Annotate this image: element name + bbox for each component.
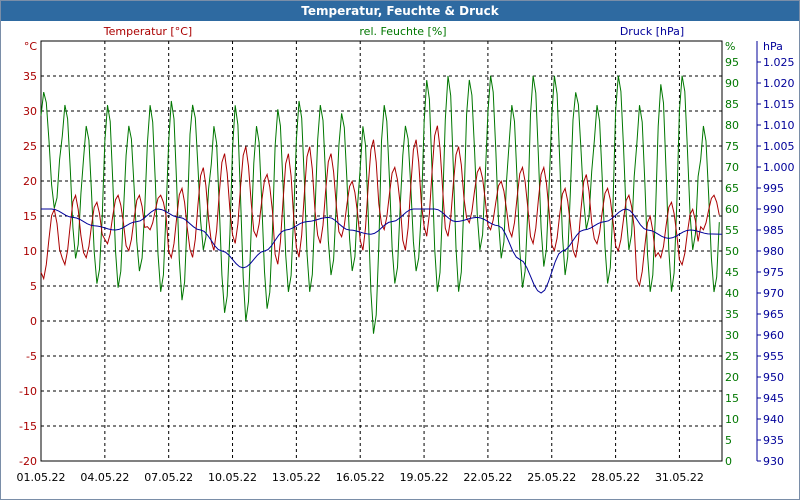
temperature-tick-label: 0 bbox=[30, 315, 37, 328]
temperature-unit: °C bbox=[24, 40, 38, 53]
temperature-tick-label: -5 bbox=[26, 350, 37, 363]
humidity-tick-label: 0 bbox=[725, 455, 732, 468]
pressure-tick-label: 1.010 bbox=[763, 119, 795, 132]
pressure-tick-label: 1.025 bbox=[763, 56, 795, 69]
humidity-tick-label: 60 bbox=[725, 203, 739, 216]
pressure-tick-label: 1.020 bbox=[763, 77, 795, 90]
humidity-tick-label: 45 bbox=[725, 266, 739, 279]
grid-layer bbox=[40, 40, 723, 462]
series-layer bbox=[40, 75, 723, 334]
pressure-tick-label: 930 bbox=[763, 455, 784, 468]
pressure-tick-label: 995 bbox=[763, 182, 784, 195]
pressure-tick-label: 975 bbox=[763, 266, 784, 279]
x-tick-label: 31.05.22 bbox=[655, 471, 704, 484]
humidity-tick-label: 55 bbox=[725, 224, 739, 237]
temperature-line bbox=[40, 125, 720, 288]
humidity-line bbox=[40, 75, 720, 334]
humidity-tick-label: 5 bbox=[725, 434, 732, 447]
temperature-tick-label: 30 bbox=[23, 105, 37, 118]
pressure-tick-label: 1.005 bbox=[763, 140, 795, 153]
label-layer: Temperatur [°C] rel. Feuchte [%] Druck [hP… bbox=[103, 25, 684, 38]
x-tick-label: 28.05.22 bbox=[591, 471, 640, 484]
x-tick-label: 16.05.22 bbox=[336, 471, 385, 484]
pressure-tick-label: 935 bbox=[763, 434, 784, 447]
pressure-tick-label: 960 bbox=[763, 329, 784, 342]
pressure-tick-label: 950 bbox=[763, 371, 784, 384]
humidity-tick-label: 95 bbox=[725, 56, 739, 69]
x-tick-label: 22.05.22 bbox=[463, 471, 512, 484]
humidity-tick-label: 10 bbox=[725, 413, 739, 426]
axis-layer: 01.05.22 04.05.22 07.05.22 10.05.22 13.05.22… bbox=[17, 40, 795, 484]
temperature-tick-label: 15 bbox=[23, 210, 37, 223]
pressure-tick-label: 970 bbox=[763, 287, 784, 300]
x-tick-label: 01.05.22 bbox=[17, 471, 66, 484]
legend-humidity: rel. Feuchte [%] bbox=[359, 25, 446, 38]
pressure-tick-label: 965 bbox=[763, 308, 784, 321]
humidity-tick-label: 85 bbox=[725, 98, 739, 111]
pressure-tick-label: 955 bbox=[763, 350, 784, 363]
humidity-tick-label: 40 bbox=[725, 287, 739, 300]
temperature-tick-label: 35 bbox=[23, 70, 37, 83]
pressure-tick-label: 945 bbox=[763, 392, 784, 405]
temperature-tick-label: -15 bbox=[19, 420, 37, 433]
pressure-tick-label: 940 bbox=[763, 413, 784, 426]
humidity-tick-label: 20 bbox=[725, 371, 739, 384]
humidity-tick-label: 25 bbox=[725, 350, 739, 363]
x-tick-label: 19.05.22 bbox=[400, 471, 449, 484]
x-tick-label: 13.05.22 bbox=[272, 471, 321, 484]
legend-pressure: Druck [hPa] bbox=[620, 25, 684, 38]
temperature-tick-label: 10 bbox=[23, 245, 37, 258]
x-tick-label: 25.05.22 bbox=[527, 471, 576, 484]
pressure-tick-label: 1.015 bbox=[763, 98, 795, 111]
temperature-tick-label: -20 bbox=[19, 455, 37, 468]
pressure-unit: hPa bbox=[763, 40, 783, 53]
x-tick-label: 10.05.22 bbox=[208, 471, 257, 484]
humidity-tick-label: 75 bbox=[725, 140, 739, 153]
pressure-tick-label: 980 bbox=[763, 245, 784, 258]
temperature-tick-label: 5 bbox=[30, 280, 37, 293]
legend-temperature: Temperatur [°C] bbox=[103, 25, 192, 38]
humidity-tick-label: 15 bbox=[725, 392, 739, 405]
pressure-tick-label: 990 bbox=[763, 203, 784, 216]
humidity-tick-label: 80 bbox=[725, 119, 739, 132]
pressure-tick-label: 1.000 bbox=[763, 161, 795, 174]
humidity-tick-label: 90 bbox=[725, 77, 739, 90]
window-title: Temperatur, Feuchte & Druck bbox=[1, 1, 799, 21]
temperature-tick-label: -10 bbox=[19, 385, 37, 398]
pressure-tick-label: 985 bbox=[763, 224, 784, 237]
x-tick-label: 04.05.22 bbox=[80, 471, 129, 484]
temperature-tick-label: 25 bbox=[23, 140, 37, 153]
temperature-tick-label: 20 bbox=[23, 175, 37, 188]
humidity-unit: % bbox=[725, 40, 735, 53]
x-tick-label: 07.05.22 bbox=[144, 471, 193, 484]
humidity-tick-label: 65 bbox=[725, 182, 739, 195]
humidity-tick-label: 70 bbox=[725, 161, 739, 174]
pressure-line bbox=[41, 208, 723, 294]
humidity-tick-label: 50 bbox=[725, 245, 739, 258]
humidity-tick-label: 30 bbox=[725, 329, 739, 342]
humidity-tick-label: 35 bbox=[725, 308, 739, 321]
